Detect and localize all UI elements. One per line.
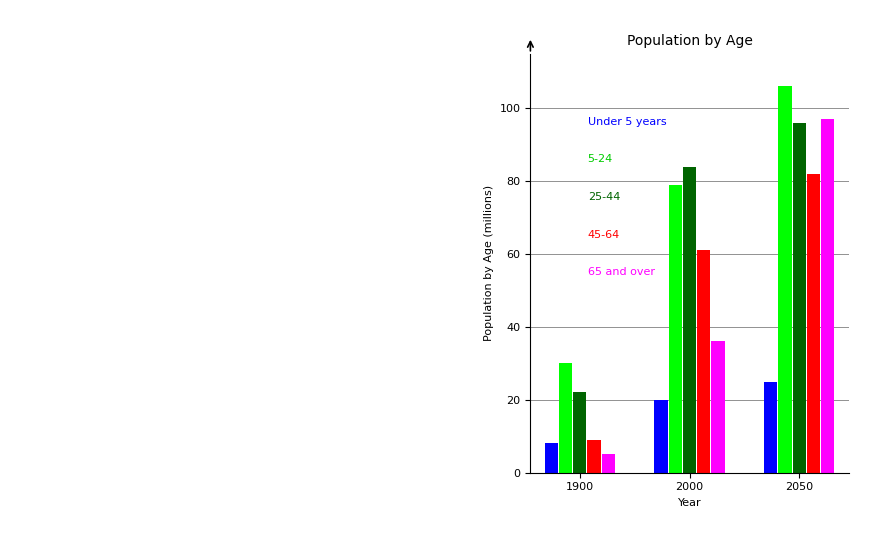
Bar <box>712 342 725 473</box>
Bar <box>559 364 572 473</box>
Bar <box>807 174 820 473</box>
Bar <box>697 250 711 473</box>
Bar <box>668 185 682 473</box>
Text: Under 5 years: Under 5 years <box>588 117 667 127</box>
Bar <box>793 123 806 473</box>
Text: 45-64: 45-64 <box>588 230 620 240</box>
Bar <box>683 166 696 473</box>
Bar <box>588 440 600 473</box>
Text: 5-24: 5-24 <box>588 154 613 164</box>
Bar <box>602 454 615 473</box>
Bar <box>821 119 834 473</box>
Bar <box>573 393 586 473</box>
Text: 25-44: 25-44 <box>588 192 620 202</box>
Bar <box>779 86 791 473</box>
X-axis label: Year: Year <box>678 498 701 508</box>
Y-axis label: Population by Age (millions): Population by Age (millions) <box>484 185 494 341</box>
Bar <box>545 444 558 473</box>
Bar <box>764 381 777 473</box>
Bar <box>654 400 667 473</box>
Title: Population by Age: Population by Age <box>627 34 752 48</box>
Text: 65 and over: 65 and over <box>588 267 655 277</box>
